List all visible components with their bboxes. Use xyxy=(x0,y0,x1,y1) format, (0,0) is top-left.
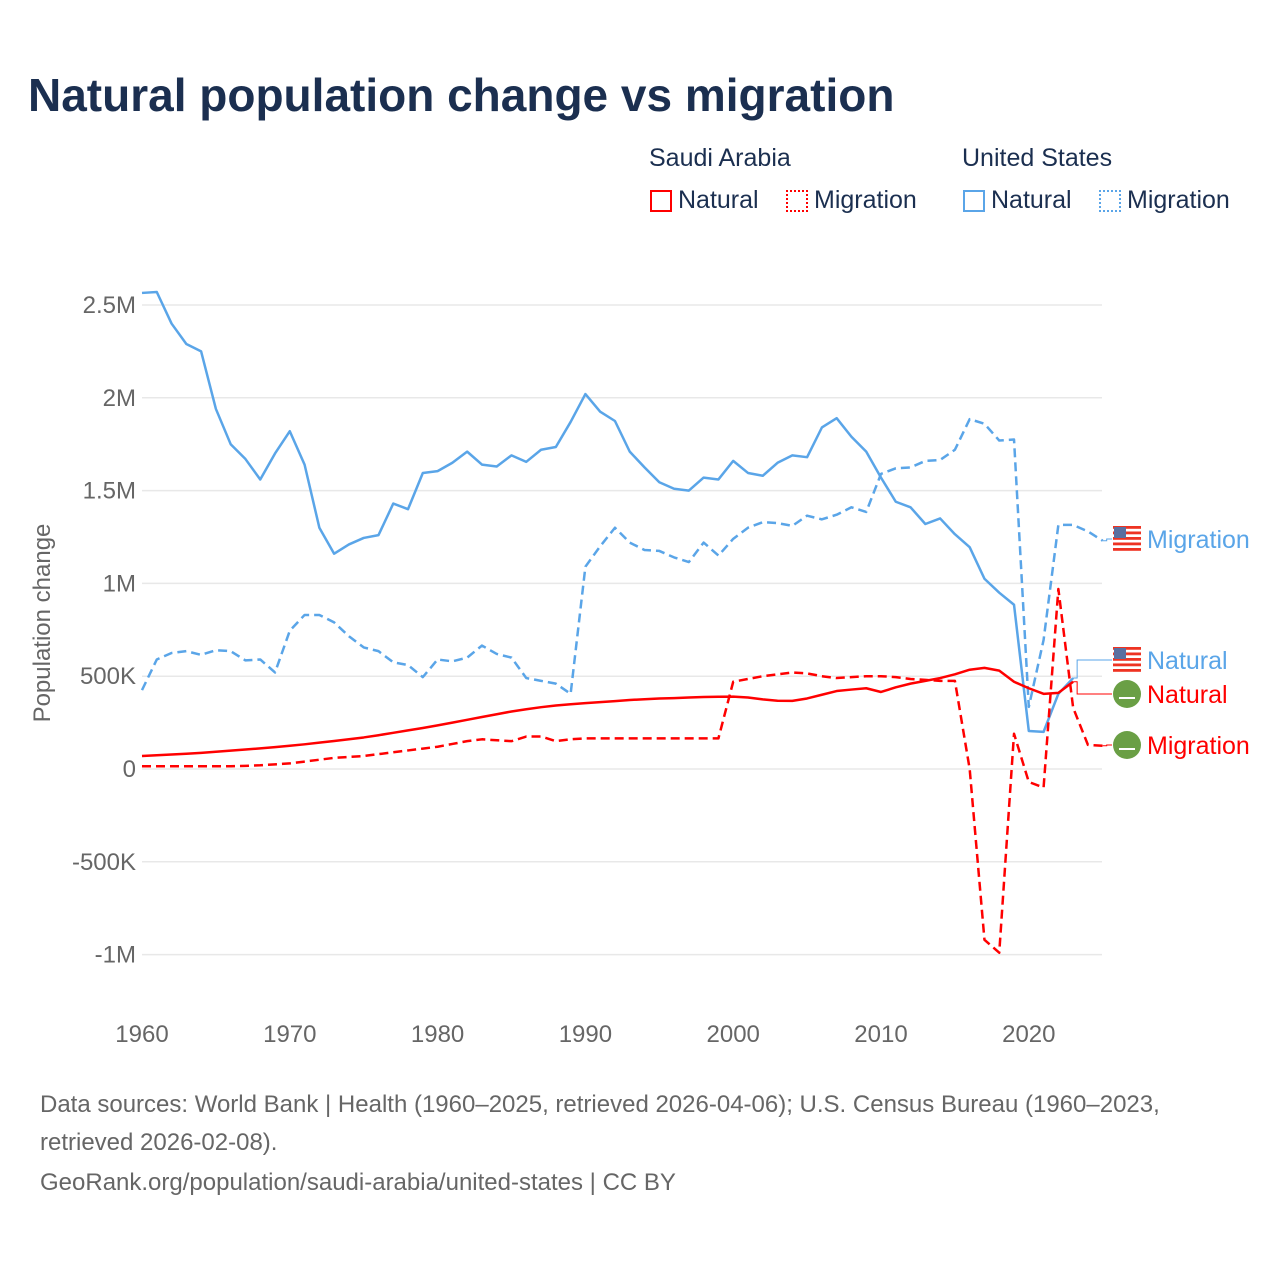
flag-stripe xyxy=(1113,537,1141,540)
legend-saudi-natural[interactable]: Natural xyxy=(650,186,759,215)
footer-link[interactable]: GeoRank.org/population/saudi-arabia/unit… xyxy=(40,1169,676,1196)
flag-stripe xyxy=(1113,652,1141,656)
legend-saudi-migration[interactable]: Migration xyxy=(786,186,917,215)
x-tick-label: 1990 xyxy=(559,1021,612,1048)
flag-stripe xyxy=(1113,548,1141,551)
y-tick-label: 0 xyxy=(123,756,136,783)
legend-swatch-dotted xyxy=(786,189,808,212)
flag-stripe xyxy=(1113,531,1141,535)
y-tick-label: 1M xyxy=(103,570,136,597)
x-tick-label: 1980 xyxy=(411,1021,464,1048)
y-tick-label: 1.5M xyxy=(83,478,136,505)
flag-stripe xyxy=(1113,542,1141,546)
legend-swatch-solid xyxy=(650,189,672,212)
flag-stripe xyxy=(1113,669,1141,672)
y-tick-label: 500K xyxy=(80,663,136,690)
y-tick-label: -1M xyxy=(95,942,136,969)
series-end-label: Migration xyxy=(1147,526,1250,554)
legend-label: Natural xyxy=(678,186,759,214)
saudi-flag-icon xyxy=(1113,731,1141,759)
series-line-united-states-natural xyxy=(141,290,1075,734)
legend-label: Migration xyxy=(814,186,917,214)
flag-stripe xyxy=(1113,526,1141,529)
flag-sword xyxy=(1119,748,1135,750)
series-end-label: Natural xyxy=(1147,647,1228,675)
flag-stripe xyxy=(1113,647,1141,650)
flag-sword xyxy=(1119,697,1135,699)
legend-us-natural[interactable]: Natural xyxy=(963,186,1072,215)
y-tick-label: 2M xyxy=(103,385,136,412)
footer-sources: Data sources: World Bank | Health (1960–… xyxy=(40,1091,1160,1118)
label-connector xyxy=(1073,659,1112,679)
legend-swatch-solid xyxy=(963,189,985,212)
legend-group-saudi-arabia: Saudi Arabia xyxy=(649,144,791,172)
legend-label: Natural xyxy=(991,186,1072,214)
flag-stripe xyxy=(1113,663,1141,667)
label-connector xyxy=(1073,681,1112,695)
legend-us-migration[interactable]: Migration xyxy=(1099,186,1230,215)
label-connector xyxy=(1102,744,1112,747)
legend-swatch-dotted xyxy=(1099,189,1121,212)
y-tick-label: 2.5M xyxy=(83,292,136,319)
x-tick-label: 2000 xyxy=(707,1021,760,1048)
flag-canton xyxy=(1114,648,1126,659)
legend-label: Migration xyxy=(1127,186,1230,214)
legend-group-united-states: United States xyxy=(962,144,1113,172)
series-line-saudi-arabia-migration xyxy=(142,587,1103,954)
series-line-united-states-migration xyxy=(140,417,1104,709)
footer-sources-cont: retrieved 2026-02-08). xyxy=(40,1129,278,1156)
flag-stripe xyxy=(1113,658,1141,661)
y-axis-label: Population change xyxy=(29,524,56,723)
series-line-saudi-arabia-natural xyxy=(141,666,1074,758)
saudi-flag-icon xyxy=(1113,680,1141,708)
series-end-label: Migration xyxy=(1147,732,1250,760)
y-tick-label: -500K xyxy=(72,849,136,876)
label-connector xyxy=(1102,538,1112,542)
x-tick-label: 2010 xyxy=(854,1021,907,1048)
x-tick-label: 1960 xyxy=(115,1021,168,1048)
x-tick-label: 2020 xyxy=(1002,1021,1055,1048)
series-end-label: Natural xyxy=(1147,681,1228,709)
chart-title: Natural population change vs migration xyxy=(28,69,895,121)
x-tick-label: 1970 xyxy=(263,1021,316,1048)
flag-canton xyxy=(1114,527,1126,538)
